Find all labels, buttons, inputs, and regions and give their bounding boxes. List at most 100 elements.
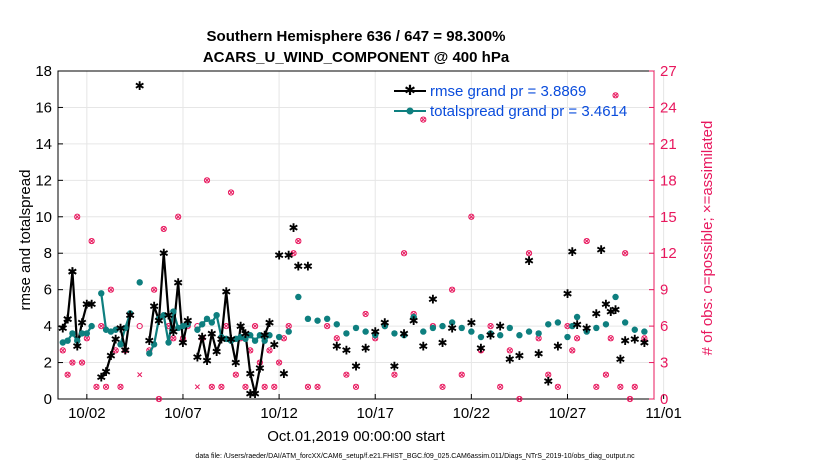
rmse-point: ✱ — [418, 340, 428, 354]
spread-point — [102, 326, 110, 333]
chart-title-line2: ACARS_U_WIND_COMPONENT @ 400 hPa — [203, 49, 510, 66]
obs-possible-marker — [155, 395, 163, 403]
y-left-tick-label: 10 — [35, 209, 52, 226]
spread-point — [535, 330, 542, 337]
obs-assimilated-stroke — [93, 384, 100, 390]
rmse-point: ✱ — [245, 387, 255, 401]
obs-assimilated-marker — [545, 372, 551, 378]
obs-assimilated-stroke — [468, 214, 474, 220]
obs-assimilated-marker — [608, 335, 614, 341]
x-tick-label: 10/07 — [164, 405, 202, 422]
obs-assimilated-stroke — [622, 250, 628, 256]
spread-point — [420, 328, 427, 335]
y-axis-left-label: rmse and totalspread — [17, 170, 34, 311]
obs-possible-marker — [583, 237, 590, 245]
obs-assimilated-marker — [247, 347, 253, 353]
obs-assimilated-marker — [603, 372, 609, 378]
rmse-point: ✱ — [111, 332, 121, 346]
obs-possible-marker — [227, 189, 235, 196]
obs-assimilated-stroke — [69, 360, 75, 366]
obs-possible-marker — [487, 323, 494, 330]
obs-possible-marker — [554, 383, 561, 390]
obs-assimilated-marker — [569, 347, 575, 353]
spread-point — [107, 328, 115, 335]
obs-assimilated-marker — [449, 287, 455, 293]
spread-point — [112, 326, 119, 333]
obs-assimilated-marker — [262, 384, 268, 390]
rmse-point: ✱ — [630, 332, 640, 346]
obs-possible-marker — [232, 371, 239, 378]
spread-point — [69, 330, 76, 337]
rmse-point: ✱ — [106, 349, 116, 363]
obs-assimilated-marker — [439, 384, 446, 390]
obs-assimilated-stroke — [363, 311, 369, 317]
obs-assimilated-stroke — [488, 323, 494, 329]
obs-possible-marker — [497, 383, 504, 390]
spread-point — [631, 326, 638, 333]
obs-assimilated-marker — [281, 335, 287, 341]
obs-assimilated-marker — [276, 360, 282, 366]
obs-possible-marker — [525, 250, 533, 257]
obs-assimilated-stroke — [228, 189, 234, 196]
obs-assimilated-stroke — [242, 384, 249, 390]
spread-point — [593, 324, 600, 332]
obs-assimilated-marker — [223, 323, 229, 329]
obs-assimilated-stroke — [117, 384, 124, 390]
y-left-tick-label: 4 — [44, 318, 52, 335]
obs-possible-marker — [151, 286, 158, 293]
spread-point — [439, 322, 446, 330]
obs-assimilated-stroke — [526, 250, 532, 256]
spread-point — [564, 333, 571, 341]
spread-point — [223, 335, 230, 343]
rmse-point: ✱ — [505, 352, 515, 366]
obs-assimilated-stroke — [603, 372, 609, 378]
rmse-point: ✱ — [240, 327, 250, 341]
obs-assimilated-marker — [89, 238, 95, 244]
obs-assimilated-marker — [69, 360, 75, 366]
spread-point — [525, 328, 533, 335]
rmse-point: ✱ — [447, 321, 457, 335]
obs-possible-marker — [74, 213, 81, 220]
spread-point — [208, 319, 216, 326]
rmse-point: ✱ — [154, 314, 164, 328]
obs-assimilated-stroke — [555, 384, 561, 390]
rmse-point: ✱ — [212, 345, 222, 359]
y-left-tick-label: 12 — [35, 172, 52, 189]
obs-assimilated-stroke — [209, 384, 215, 390]
rmse-point: ✱ — [495, 320, 505, 334]
spread-point — [247, 332, 254, 339]
rmse-point: ✱ — [380, 316, 390, 330]
rmse-point: ✱ — [82, 298, 92, 312]
spread-point — [333, 321, 340, 328]
obs-assimilated-marker — [103, 384, 109, 390]
spread-point — [569, 322, 576, 330]
y-right-tick-label: 27 — [660, 63, 677, 80]
obs-assimilated-marker — [488, 323, 494, 329]
rmse-point: ✱ — [284, 249, 294, 263]
obs-possible-marker — [78, 359, 86, 366]
obs-possible-marker — [88, 237, 95, 245]
spread-point — [251, 337, 259, 344]
obs-assimilated-marker — [233, 372, 239, 378]
spread-point — [381, 322, 389, 330]
obs-possible-marker — [352, 383, 360, 390]
spread-point — [256, 332, 264, 339]
obs-assimilated-marker — [170, 335, 176, 341]
series-markers: ✱✱✱✱✱✱✱✱✱✱✱✱✱✱✱✱✱✱✱✱✱✱✱✱✱✱✱✱✱✱✱✱✱✱✱✱✱✱✱✱… — [58, 79, 650, 401]
spread-point — [165, 339, 172, 346]
y-left-tick-label: 16 — [35, 99, 52, 116]
y-right-tick-label: 18 — [660, 172, 677, 189]
obs-assimilated-stroke — [439, 384, 446, 390]
spread-point — [64, 337, 71, 344]
obs-possible-marker — [626, 395, 634, 403]
obs-assimilated-stroke — [627, 396, 633, 402]
rmse-point: ✱ — [476, 341, 486, 355]
obs-assimilated-marker — [391, 372, 398, 378]
obs-assimilated-marker — [574, 335, 580, 341]
rmse-point: ✱ — [236, 320, 246, 334]
obs-possible-marker — [271, 383, 278, 390]
rmse-point: ✱ — [67, 265, 77, 279]
x-tick-label: 10/22 — [453, 405, 491, 422]
obs-possible-marker — [607, 335, 614, 342]
obs-assimilated-stroke — [218, 384, 224, 390]
